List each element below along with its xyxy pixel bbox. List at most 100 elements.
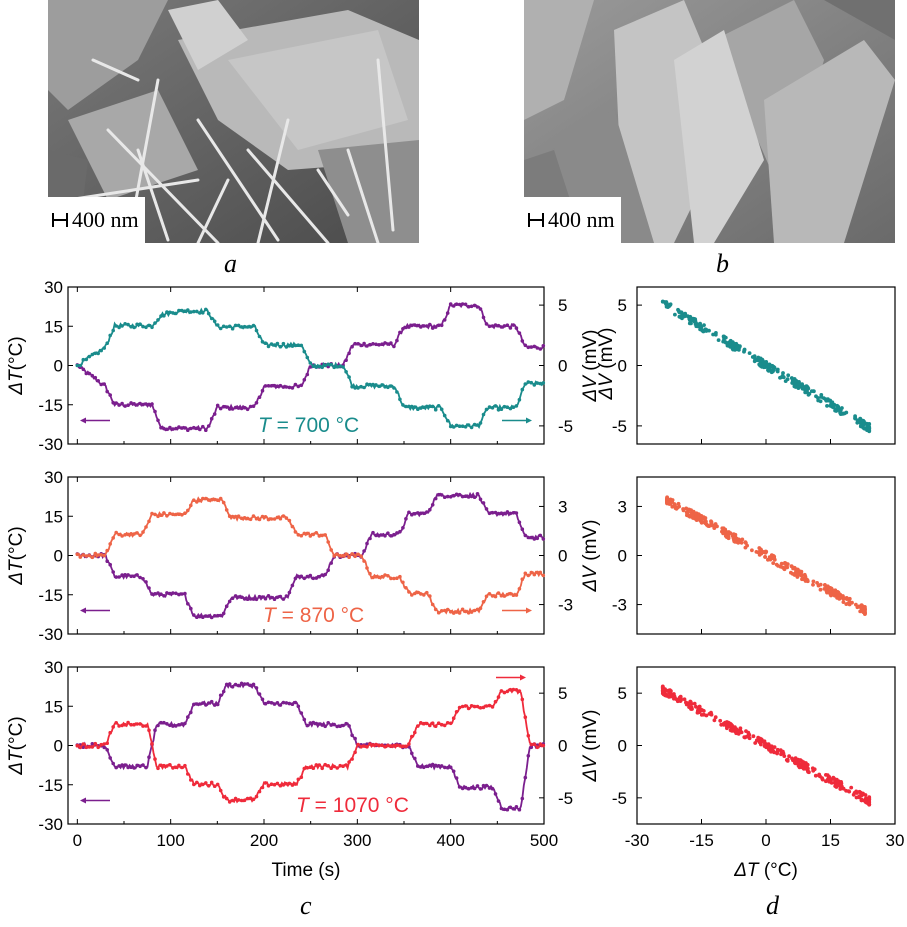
scatter-point xyxy=(815,581,819,585)
scatter-point xyxy=(727,721,731,726)
scatter-point xyxy=(829,592,834,597)
scatter-point xyxy=(668,688,672,692)
x-tick-label: 15 xyxy=(821,831,840,850)
scatter-point xyxy=(696,706,701,711)
scatter-point xyxy=(860,604,865,608)
y-right-label: ΔV (mV) xyxy=(580,710,601,783)
annotation-value: = 1070 °C xyxy=(309,794,409,817)
right-axis-arrowhead xyxy=(526,417,532,424)
scatter-point xyxy=(806,392,811,397)
y-right-label: ΔV (mV) xyxy=(580,330,601,403)
scatter-point xyxy=(840,406,844,410)
scatter-points xyxy=(660,299,872,434)
y-left-tick-label: 0 xyxy=(54,357,63,376)
scatter-point xyxy=(771,367,776,372)
scatter-point xyxy=(687,705,691,709)
scatter-point xyxy=(728,531,733,535)
scatter-point xyxy=(835,403,840,408)
scatter-point xyxy=(782,567,787,572)
series-line xyxy=(77,496,544,615)
x-axis-label-sym: ΔT xyxy=(733,860,760,881)
scale-bar-label-a: 400 nm xyxy=(72,207,139,232)
y-right-tick-label: 0 xyxy=(558,737,567,756)
scatter-point xyxy=(790,756,794,761)
scatter-point xyxy=(766,369,771,373)
scatter-point xyxy=(818,587,823,592)
series-line xyxy=(77,688,544,804)
scatter-point xyxy=(853,416,857,421)
y-left-tick-label: -30 xyxy=(38,625,63,644)
scatter-point xyxy=(847,596,852,601)
panel-label-d: d xyxy=(766,891,779,920)
y-left-tick-label: 15 xyxy=(44,697,63,716)
scatter-point xyxy=(793,761,798,766)
y-right-label-sym: ΔV xyxy=(580,371,601,403)
scatter-point xyxy=(803,766,808,771)
y-left-tick-label: 30 xyxy=(44,278,63,297)
scatter-points xyxy=(665,495,867,616)
scatter-point xyxy=(694,323,699,328)
y-tick-label: 5 xyxy=(618,296,627,315)
scatter-point xyxy=(858,609,863,614)
y-right-label-unit: (mV) xyxy=(580,330,601,371)
scatter-point xyxy=(828,778,833,783)
y-tick-label: 0 xyxy=(618,357,627,376)
y-left-tick-label: -15 xyxy=(38,396,63,415)
scatter-point xyxy=(783,379,788,383)
scatter-point xyxy=(692,701,697,706)
x-tick-label: -30 xyxy=(625,831,650,850)
y-right-label: ΔV (mV) xyxy=(580,520,601,593)
scatter-point xyxy=(867,426,872,431)
scatter-point xyxy=(660,685,665,689)
y-tick-label: 0 xyxy=(618,737,627,756)
scatter-point xyxy=(703,519,708,524)
scatter-point xyxy=(757,546,762,550)
y-right-label-sym: ΔV xyxy=(580,561,601,593)
scatter-point xyxy=(730,346,735,351)
scatter-point xyxy=(764,549,769,554)
y-axis-label-sym: ΔV xyxy=(596,369,617,401)
scatter-point xyxy=(750,548,754,553)
scatter-point xyxy=(811,582,815,587)
scatter-point xyxy=(733,532,738,537)
scatter-point xyxy=(694,518,699,522)
scatter-point xyxy=(730,728,735,732)
y-axis-label: ΔV (mV) xyxy=(596,328,617,401)
scatter-point xyxy=(786,373,791,378)
annotation-symbol: T xyxy=(258,414,273,437)
y-tick-label: -5 xyxy=(612,417,627,436)
scale-bar-icon xyxy=(52,213,68,227)
scatter-point xyxy=(846,789,851,793)
scatter-point xyxy=(831,405,836,410)
scatter-point xyxy=(716,338,721,342)
scatter-point xyxy=(832,591,837,596)
scatter-point xyxy=(776,564,780,568)
scatter-point xyxy=(859,793,864,798)
sem-image-a: 400 nm xyxy=(48,0,419,243)
scatter-point xyxy=(734,345,739,350)
sem-image-b: 400 nm xyxy=(524,0,895,243)
scatter-point xyxy=(790,377,795,382)
scatter-point xyxy=(849,785,854,790)
scatter-point xyxy=(682,697,687,702)
scatter-point xyxy=(669,694,673,699)
scatter-point xyxy=(756,355,761,360)
scatter-point xyxy=(767,555,772,559)
scatter-point xyxy=(758,736,763,741)
y-tick-label: 3 xyxy=(618,497,627,516)
scatter-point xyxy=(736,540,741,545)
scatter-point xyxy=(807,770,811,775)
scatter-point xyxy=(660,688,665,693)
scatter-point xyxy=(859,798,864,803)
series-line xyxy=(77,491,545,619)
scatter-point xyxy=(734,731,739,736)
scatter-point xyxy=(713,332,718,337)
scatter-point xyxy=(676,308,681,313)
scatter-point xyxy=(858,790,863,795)
y-left-tick-label: 15 xyxy=(44,317,63,336)
scatter-point xyxy=(861,422,866,427)
scatter-point xyxy=(842,596,847,601)
scatter-point xyxy=(709,519,713,524)
x-tick-label: 500 xyxy=(530,831,558,850)
y-left-label: ΔT(°C) xyxy=(6,716,27,775)
